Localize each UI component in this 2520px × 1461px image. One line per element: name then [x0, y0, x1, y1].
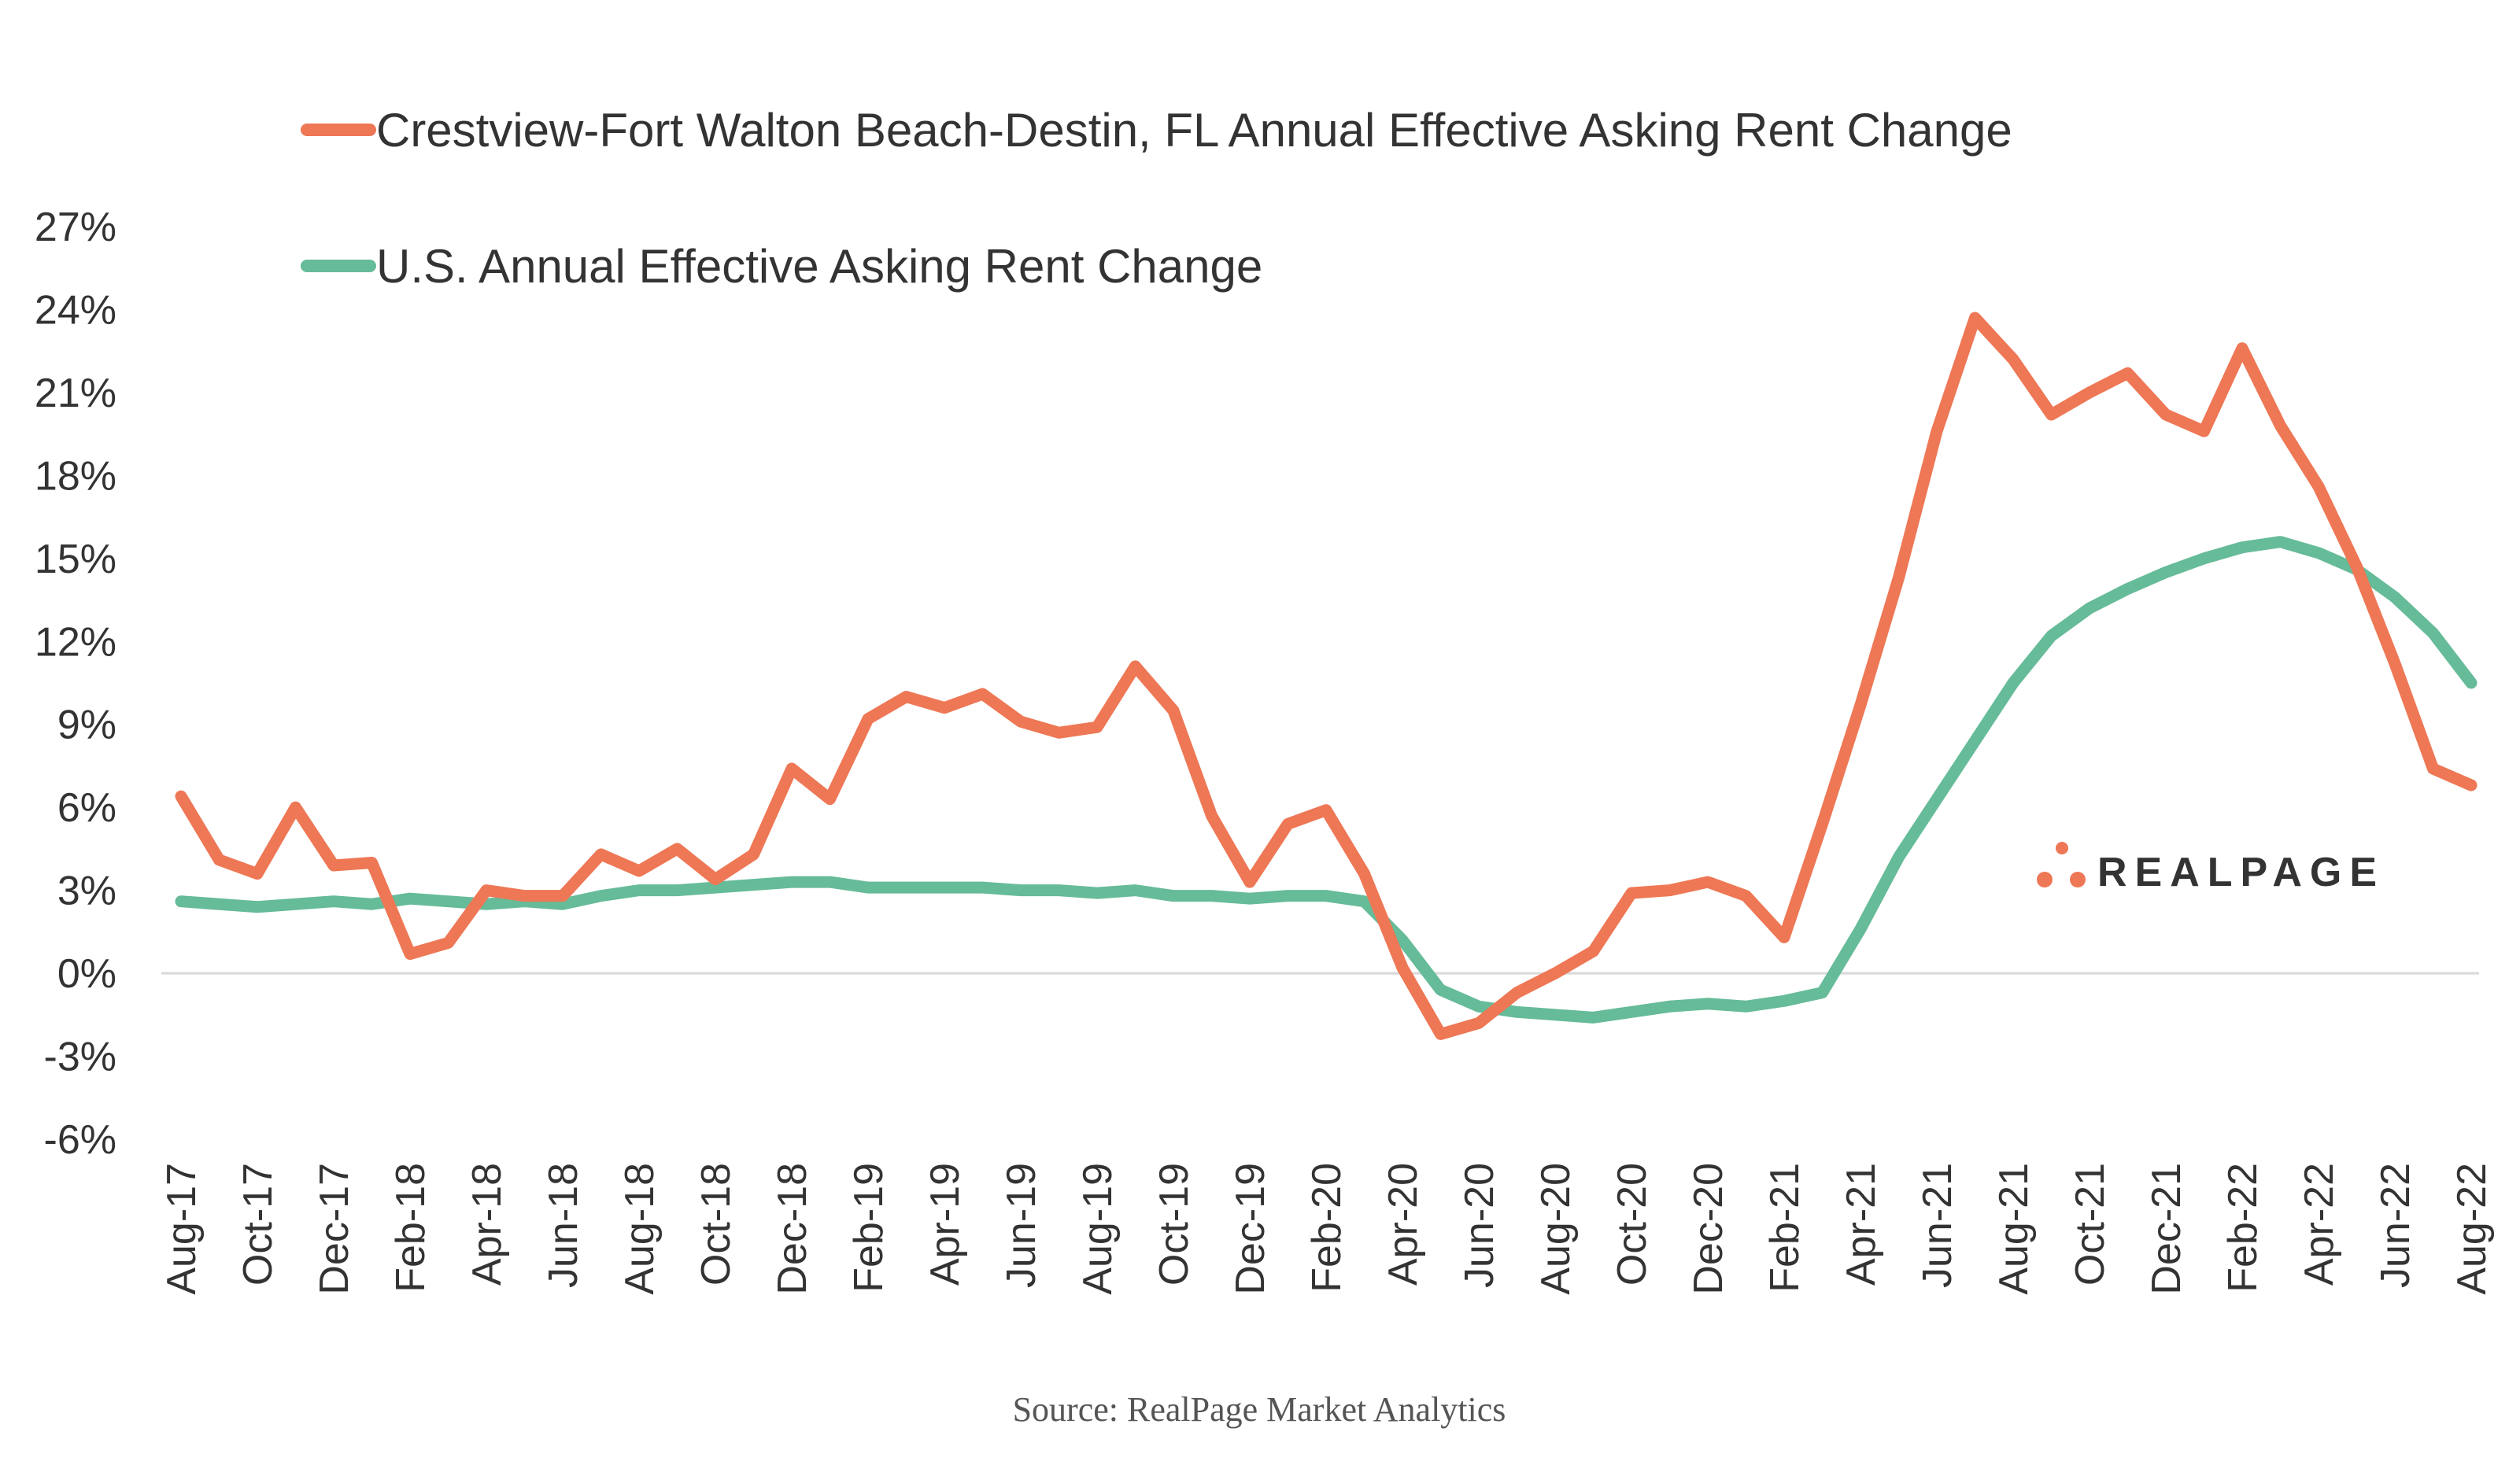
x-axis-ticks: Aug-17 Oct-17 Dec-17 Feb-18 Apr-18 Jun-18 Aug-… — [159, 1163, 2495, 1295]
x-tick-label: Apr-18 — [464, 1163, 510, 1286]
y-tick-label: 21% — [35, 371, 116, 416]
y-tick-label: -3% — [44, 1035, 116, 1080]
x-tick-label: Oct-17 — [235, 1163, 281, 1286]
x-tick-label: Aug-18 — [617, 1163, 663, 1295]
x-tick-label: Apr-22 — [2296, 1163, 2342, 1286]
series-line-us — [175, 536, 2478, 1024]
y-tick-label: 3% — [57, 869, 116, 914]
x-tick-label: Apr-20 — [1380, 1163, 1426, 1286]
source-note: Source: RealPage Market Analytics — [1013, 1390, 1506, 1429]
y-axis-ticks: -6% -3% 0% 3% 6% 9% 12% 15% 18% 21% 24% 27% — [35, 205, 116, 1163]
y-tick-label: 15% — [35, 537, 116, 582]
y-tick-label: 18% — [35, 453, 116, 499]
logo-dot-right — [2070, 872, 2086, 887]
x-tick-label: Feb-22 — [2220, 1163, 2266, 1293]
x-tick-label: Jun-22 — [2373, 1163, 2418, 1288]
legend-label-us: U.S. Annual Effective Asking Rent Change — [376, 240, 1262, 293]
x-tick-label: Feb-18 — [388, 1163, 434, 1293]
x-tick-label: Aug-20 — [1533, 1163, 1579, 1295]
x-tick-label: Feb-21 — [1762, 1163, 1808, 1293]
y-tick-label: 9% — [57, 703, 116, 748]
x-tick-label: Jun-18 — [541, 1163, 586, 1288]
x-tick-label: Aug-21 — [1991, 1163, 2037, 1295]
x-tick-label: Dec-20 — [1686, 1163, 1731, 1295]
x-tick-label: Oct-19 — [1151, 1163, 1197, 1286]
legend: Crestview-Fort Walton Beach-Destin, FL A… — [301, 104, 2012, 293]
x-tick-label: Dec-21 — [2144, 1163, 2189, 1295]
x-tick-label: Jun-21 — [1915, 1163, 1960, 1288]
y-tick-label: 0% — [57, 951, 116, 997]
y-tick-label: 6% — [57, 785, 116, 831]
y-tick-label: -6% — [44, 1117, 116, 1163]
series-lines — [175, 312, 2478, 1040]
legend-label-crestview: Crestview-Fort Walton Beach-Destin, FL A… — [376, 104, 2012, 157]
x-tick-label: Aug-17 — [159, 1163, 205, 1295]
logo-dot-left — [2037, 872, 2053, 887]
x-tick-label: Jun-20 — [1457, 1163, 1502, 1288]
x-tick-label: Aug-22 — [2449, 1163, 2495, 1295]
x-tick-label: Apr-21 — [1838, 1163, 1884, 1286]
y-tick-label: 27% — [35, 205, 116, 250]
x-tick-label: Feb-19 — [846, 1163, 892, 1293]
series-line-crestview — [175, 312, 2478, 1040]
y-tick-label: 24% — [35, 287, 116, 333]
x-tick-label: Apr-19 — [922, 1163, 968, 1286]
x-tick-label: Oct-21 — [2067, 1163, 2113, 1286]
x-tick-label: Oct-18 — [693, 1163, 739, 1286]
x-tick-label: Jun-19 — [999, 1163, 1044, 1288]
realpage-logo: REALPAGE — [2037, 842, 2385, 895]
x-tick-label: Dec-17 — [312, 1163, 357, 1295]
x-tick-label: Oct-20 — [1609, 1163, 1655, 1286]
x-tick-label: Feb-20 — [1304, 1163, 1350, 1293]
x-tick-label: Aug-19 — [1075, 1163, 1121, 1295]
x-tick-label: Dec-18 — [770, 1163, 815, 1295]
x-tick-label: Dec-19 — [1228, 1163, 1273, 1295]
y-tick-label: 12% — [35, 619, 116, 665]
logo-wordmark: REALPAGE — [2097, 850, 2385, 895]
logo-dot-top — [2056, 842, 2068, 854]
